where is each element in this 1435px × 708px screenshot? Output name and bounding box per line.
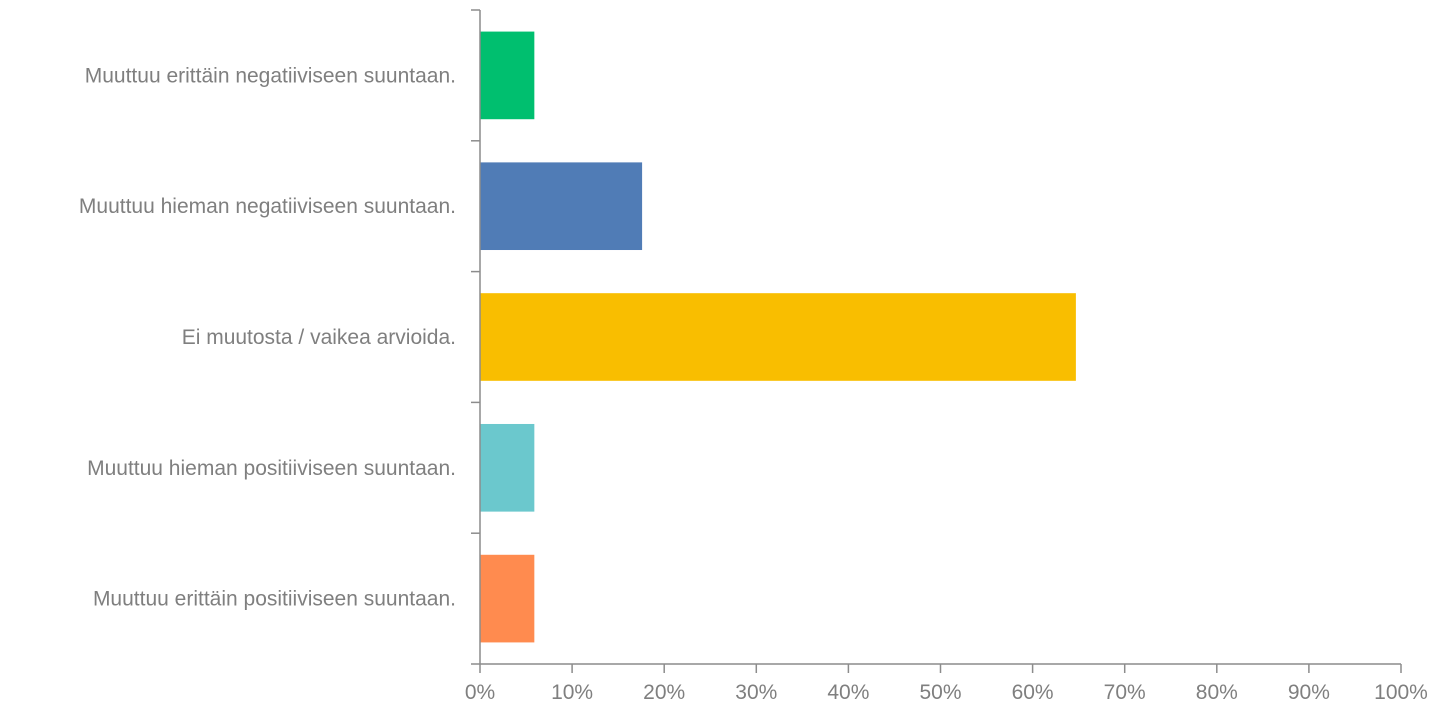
x-tick-label-1: 10% [551,681,593,704]
bar-5 [480,554,535,643]
x-tick-label-9: 90% [1288,681,1330,704]
category-label-2: Muuttuu hieman negatiiviseen suuntaan. [79,195,456,218]
bar-2 [480,162,643,251]
x-tick-label-10: 100% [1374,681,1428,704]
bar-4 [480,423,535,512]
bar-1 [480,31,535,120]
x-tick-label-2: 20% [643,681,685,704]
category-label-1: Muuttuu erittäin negatiiviseen suuntaan. [85,64,456,87]
x-tick-label-3: 30% [735,681,777,704]
x-tick-label-0: 0% [465,681,495,704]
category-label-5: Muuttuu erittäin positiiviseen suuntaan. [93,588,456,611]
category-label-4: Muuttuu hieman positiiviseen suuntaan. [87,457,456,480]
x-tick-label-6: 60% [1012,681,1054,704]
x-tick-label-7: 70% [1104,681,1146,704]
bar-3 [480,293,1076,381]
x-tick-label-5: 50% [919,681,961,704]
x-tick-label-4: 40% [827,681,869,704]
x-tick-label-8: 80% [1196,681,1238,704]
category-label-3: Ei muutosta / vaikea arvioida. [182,326,456,349]
